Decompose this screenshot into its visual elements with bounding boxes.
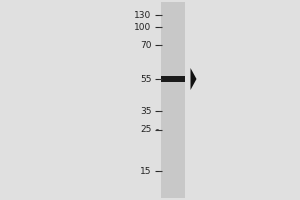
Text: 35: 35 xyxy=(140,107,152,116)
Polygon shape xyxy=(190,68,196,90)
Text: 15: 15 xyxy=(140,166,152,176)
Text: -: - xyxy=(153,10,159,20)
Text: -: - xyxy=(153,107,159,116)
Text: 25: 25 xyxy=(140,126,152,134)
Text: 70: 70 xyxy=(140,40,152,49)
Text: -: - xyxy=(153,74,159,84)
Text: 130: 130 xyxy=(134,10,152,20)
Bar xyxy=(160,76,184,82)
Text: 55: 55 xyxy=(140,74,152,84)
Text: -: - xyxy=(153,126,159,134)
Bar xyxy=(160,2,184,198)
Text: -: - xyxy=(153,22,159,31)
Text: -: - xyxy=(153,166,159,176)
Text: 100: 100 xyxy=(134,22,152,31)
Text: -: - xyxy=(153,40,159,49)
